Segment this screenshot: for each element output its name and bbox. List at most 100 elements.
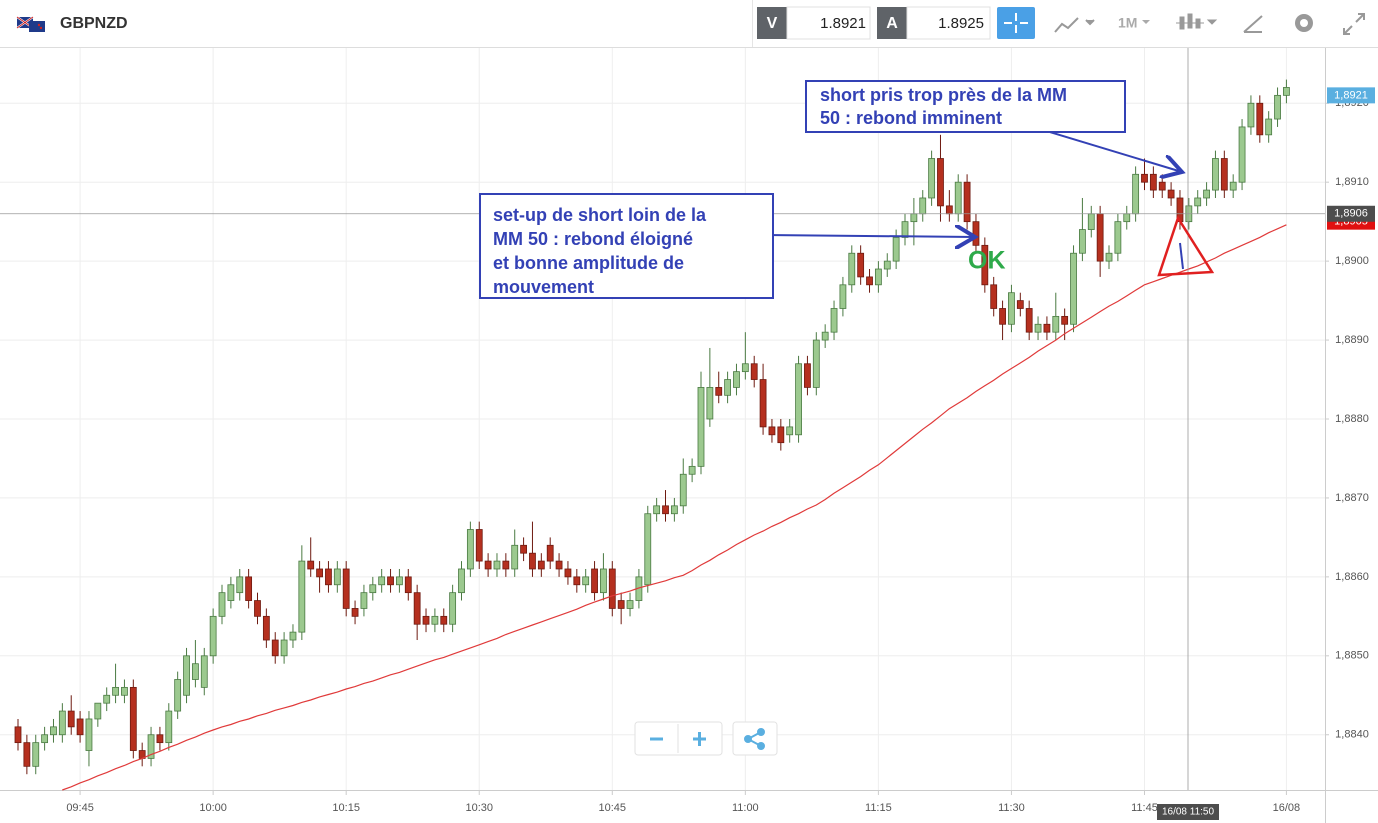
candle-body: [183, 655, 190, 696]
candle-body: [1061, 315, 1069, 325]
ok-label: OK: [968, 247, 1006, 275]
flag: [16, 16, 45, 32]
crosshair-button[interactable]: [997, 7, 1035, 39]
candle-body: [156, 734, 164, 744]
candle-body: [289, 631, 297, 641]
candle-body: [511, 544, 519, 570]
candle-body: [573, 576, 581, 586]
candle-body: [848, 252, 856, 286]
x-tick-label: 10:15: [332, 802, 360, 814]
settings-button[interactable]: [1295, 14, 1313, 32]
candle-body: [919, 197, 927, 215]
crosshair-time-label: 16/08 11:50: [1162, 807, 1215, 818]
bid-label: V: [767, 15, 778, 32]
candle-body: [520, 544, 527, 554]
candle-body: [724, 379, 731, 396]
fullscreen-button[interactable]: [1343, 13, 1365, 35]
candle-body: [333, 568, 341, 586]
chart-type-button[interactable]: [1176, 13, 1218, 30]
candle-body: [174, 679, 182, 712]
candle-body: [1034, 323, 1042, 333]
symbol: GBPNZD: [60, 15, 128, 32]
candle-body: [262, 615, 270, 641]
candle-body: [254, 600, 261, 617]
candle-body: [1114, 221, 1122, 254]
candle-body: [85, 718, 93, 751]
candle-body: [1203, 189, 1210, 199]
candle-body: [786, 426, 794, 436]
drawing-button[interactable]: [1243, 15, 1263, 33]
candle-body: [945, 205, 953, 215]
candle-body: [892, 237, 900, 262]
candle-body: [733, 371, 740, 388]
candle-body: [857, 252, 865, 278]
candle-body: [883, 260, 891, 270]
y-tick-label: 1,8850: [1335, 650, 1369, 662]
candle-body: [76, 718, 84, 736]
candle-body: [1220, 158, 1228, 191]
candle-body: [546, 544, 554, 562]
candle-body: [839, 284, 847, 309]
y-tick-label: 1,8900: [1335, 255, 1369, 267]
candle-body: [67, 710, 75, 728]
candle-body: [564, 568, 572, 578]
candle-body: [32, 742, 40, 767]
ask-button[interactable]: [877, 7, 907, 39]
candle-body: [1283, 87, 1290, 96]
candle-body: [280, 639, 288, 657]
candle-body: [928, 158, 936, 199]
candle-body: [121, 686, 128, 696]
candle-body: [165, 710, 173, 744]
candle-body: [537, 560, 545, 570]
annotation-text: MM 50 : rebond éloigné: [493, 229, 693, 249]
candle-body: [555, 560, 563, 570]
candle-body: [191, 663, 199, 680]
annotation-box: [805, 80, 1126, 133]
x-tick-label: 09:45: [66, 802, 94, 814]
indicator-button[interactable]: [1054, 17, 1095, 33]
candle-body: [759, 379, 767, 428]
ask-price: 1.8925: [938, 15, 984, 32]
candle-body: [351, 608, 359, 617]
toolbar: [0, 0, 1378, 47]
separator: [752, 0, 753, 47]
candle-body: [990, 284, 998, 309]
bid-button[interactable]: [757, 7, 787, 39]
candle-body: [1194, 197, 1202, 207]
candle-body: [600, 568, 607, 594]
candle-body: [741, 363, 749, 373]
candle-body: [41, 734, 49, 744]
candle-body: [1096, 213, 1104, 262]
candle-body: [493, 560, 501, 570]
candle-body: [529, 552, 536, 570]
candle-body: [910, 213, 918, 223]
candle-body: [804, 363, 811, 388]
bid-box: [786, 6, 871, 40]
candle-body: [1070, 252, 1077, 325]
arrow: [764, 235, 975, 237]
candle-body: [342, 568, 350, 609]
y-tick-label: 1,8890: [1335, 334, 1369, 346]
candle-body: [50, 726, 57, 736]
candle-body: [777, 426, 785, 444]
annotation-text: short pris trop près de la MM: [820, 85, 1067, 105]
candle-body: [937, 158, 944, 207]
crosshair-price-label: 1,8906: [1334, 208, 1368, 220]
share[interactable]: [744, 728, 765, 750]
candle-body: [715, 387, 723, 396]
candle-body: [466, 529, 474, 570]
candle-body: [94, 702, 102, 720]
timeframe[interactable]: 1M: [1118, 15, 1137, 31]
candle-body: [679, 473, 687, 507]
candle-body: [963, 181, 971, 223]
annotation-text: 50 : rebond imminent: [820, 108, 1002, 128]
mark: [1179, 242, 1184, 270]
candle-body: [1052, 315, 1060, 333]
candle-body: [795, 363, 802, 436]
candle-body: [458, 568, 465, 594]
candle-body: [697, 387, 705, 467]
zoom-in[interactable]: [693, 732, 706, 746]
crosshair-time-tag: [1157, 804, 1219, 820]
candle-body: [316, 568, 323, 578]
x-tick-label: 11:45: [1131, 802, 1158, 814]
